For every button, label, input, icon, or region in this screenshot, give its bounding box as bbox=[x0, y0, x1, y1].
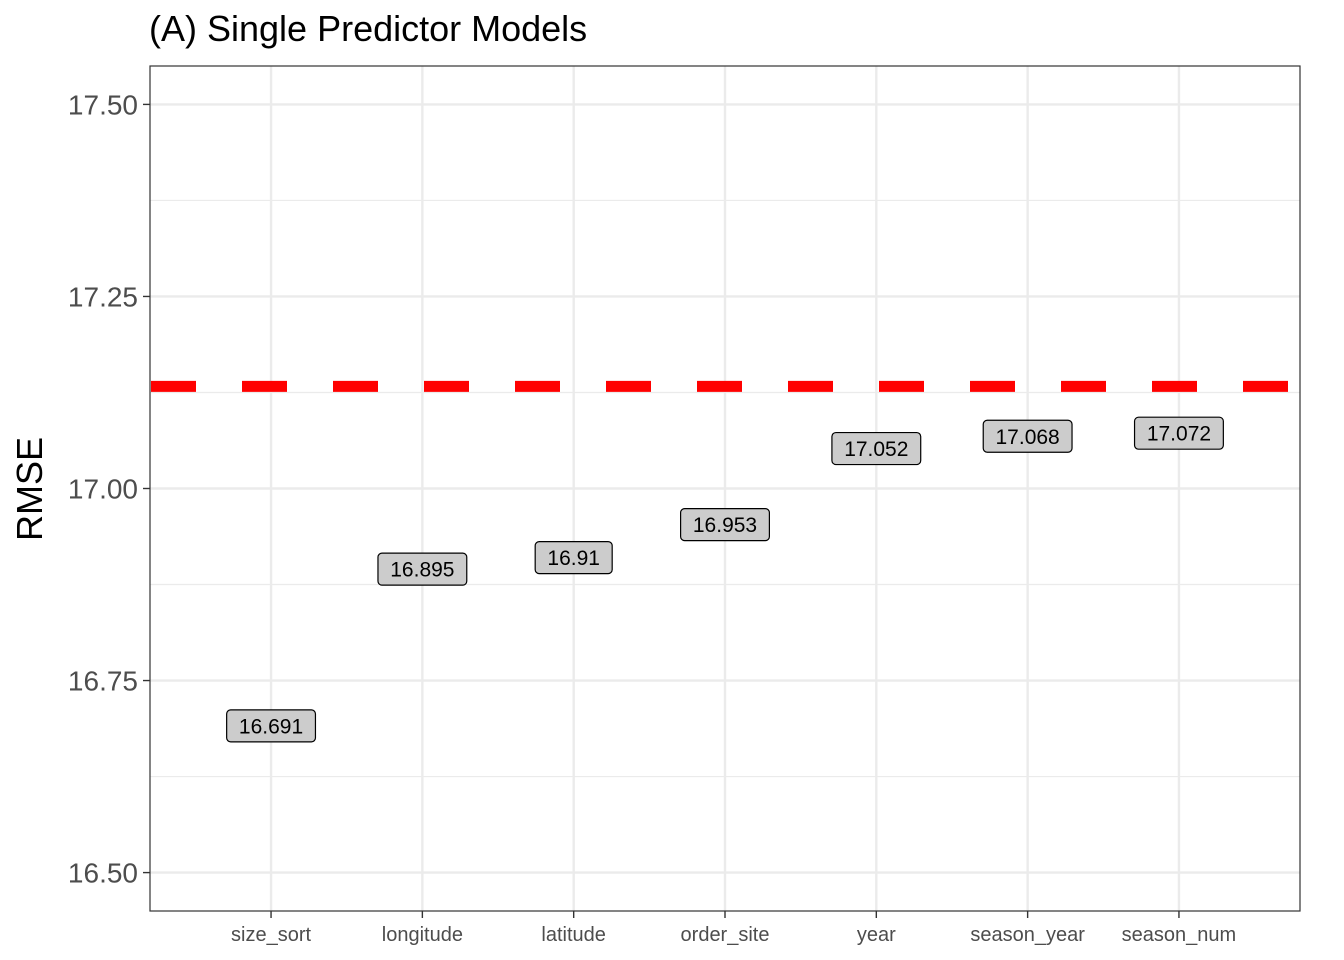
data-label-text: 16.895 bbox=[390, 559, 454, 582]
x-axis: size_sort longitude latitude order_site year… bbox=[231, 911, 1236, 946]
data-label-text: 16.91 bbox=[547, 547, 600, 570]
x-tick-label-longitude: longitude bbox=[382, 924, 463, 946]
y-axis-label: RMSE bbox=[9, 437, 50, 541]
y-tick-label: 16.75 bbox=[68, 666, 138, 697]
y-tick-label: 17.00 bbox=[68, 474, 138, 505]
data-label-season-year: 17.068 bbox=[982, 419, 1073, 453]
data-label-box bbox=[377, 552, 468, 586]
data-label-text: 17.068 bbox=[996, 426, 1060, 449]
x-tick-label-size-sort: size_sort bbox=[231, 924, 311, 946]
data-label-latitude: 16.91 bbox=[534, 541, 613, 575]
data-label-size-sort: 16.691 bbox=[226, 709, 317, 743]
grid-major bbox=[150, 66, 1300, 911]
data-label-longitude: 16.895 bbox=[377, 552, 468, 586]
chart-title: (A) Single Predictor Models bbox=[149, 8, 588, 49]
data-label-text: 16.691 bbox=[239, 715, 303, 738]
data-label-box bbox=[1133, 416, 1224, 450]
data-labels: 16.691 16.895 16.91 16.953 17.052 17.068 17.07… bbox=[226, 416, 1224, 743]
x-tick-label-season-year: season_year bbox=[970, 924, 1085, 946]
data-label-box bbox=[679, 508, 770, 542]
x-tick-label-latitude: latitude bbox=[541, 924, 606, 946]
data-label-text: 17.052 bbox=[844, 438, 908, 461]
y-tick-label: 16.50 bbox=[68, 858, 138, 889]
data-label-box bbox=[982, 419, 1073, 453]
data-label-text: 16.953 bbox=[693, 514, 757, 537]
data-label-box bbox=[831, 431, 922, 466]
y-tick-label: 17.25 bbox=[68, 281, 138, 312]
data-label-year: 17.052 bbox=[831, 431, 922, 466]
data-label-season-num: 17.072 bbox=[1133, 416, 1224, 450]
y-axis: 16.50 16.75 17.00 17.25 17.50 bbox=[68, 89, 150, 889]
data-label-box bbox=[226, 709, 317, 743]
y-tick-label: 17.50 bbox=[68, 89, 138, 120]
data-label-text: 17.072 bbox=[1147, 423, 1211, 446]
x-tick-label-year: year bbox=[857, 924, 896, 946]
x-tick-label-season-num: season_num bbox=[1122, 924, 1237, 946]
data-label-order-site: 16.953 bbox=[679, 508, 770, 542]
data-label-box bbox=[534, 541, 613, 575]
x-tick-label-order-site: order_site bbox=[681, 924, 770, 946]
